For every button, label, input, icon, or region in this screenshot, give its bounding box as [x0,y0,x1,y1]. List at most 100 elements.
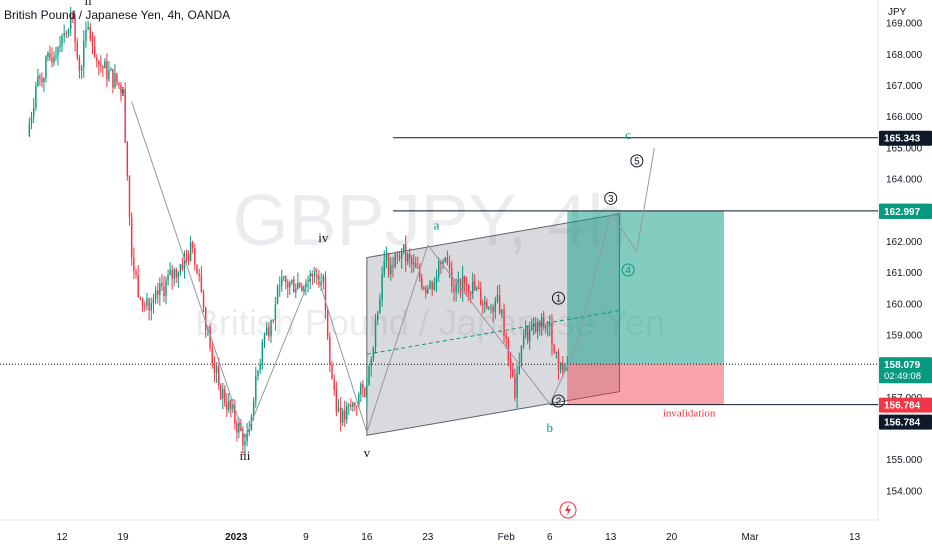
candle-body [289,282,291,288]
candle-body [516,372,518,398]
candle-body [486,301,488,309]
candle-body [299,282,301,287]
candle-body [352,402,354,407]
candle-body [342,410,344,423]
candle-body [222,389,224,399]
x-tick-label: 12 [56,532,68,543]
candle-body [263,334,266,342]
x-tick-label: Feb [498,532,516,543]
candle-body [234,405,236,424]
candle-body [230,400,232,410]
candle-body [283,276,285,278]
price-tag-bg [879,357,932,384]
candle-body [272,319,274,321]
candle-body [551,323,553,345]
candle-body [505,336,507,339]
candle-body [559,362,562,370]
candle-body [469,292,472,294]
candle-body [106,61,108,80]
elliott-wave-segment [244,266,316,439]
y-tick-label: 165.000 [886,143,923,154]
price-tag-value: 156.784 [884,401,921,412]
candle-body [202,291,205,308]
candle-body [385,253,388,261]
candle-body [346,406,348,420]
candle-body [471,281,474,294]
elliott-wave-segment [314,266,368,433]
candle-body [137,274,139,298]
candle-body [57,47,59,56]
candle-body [244,441,246,446]
candle-body [459,279,462,291]
price-tag-bg [879,203,932,219]
candle-body [120,85,122,93]
candle-body [144,305,146,307]
candle-body [498,294,501,314]
candle-body [173,269,175,279]
candle-body [415,263,417,268]
candle-body [324,276,327,311]
candle-body [161,283,163,287]
elliott-wave-segment [131,101,246,439]
candle-body [122,89,124,93]
candle-body [87,26,89,30]
candle-body [167,275,169,281]
candle-body [520,345,523,363]
price-tag-value: 158.079 [884,360,921,371]
candle-body [196,264,198,274]
candle-body [465,283,468,286]
candle-body [59,45,61,48]
candle-body [177,271,180,278]
candle-body [360,384,362,395]
candle-body [55,55,57,58]
candle-body [442,261,444,265]
candle-body [204,307,207,331]
candle-body [175,269,177,278]
candle-body [104,61,106,69]
circled-wave-label: 1 [556,294,562,305]
candle-body [268,327,270,337]
circled-wave-label: 2 [556,396,562,407]
candle-body [372,346,375,360]
candle-body [540,317,543,328]
candle-body [421,277,423,288]
price-tag: 156.784 [879,397,932,413]
candle-body [356,405,358,407]
candle-body [43,77,45,83]
candle-body [538,321,541,328]
candle-body [366,385,368,398]
candle-body [549,323,551,326]
candle-body [200,275,203,292]
candle-body [236,423,238,433]
wave-label: a [434,217,440,232]
candle-body [242,430,244,446]
candle-body [28,123,31,136]
y-tick-label: 166.000 [886,112,923,123]
candle-body [326,310,329,338]
candle-body [63,32,65,37]
candle-body [451,268,453,287]
currency-label: JPY [888,7,907,18]
candle-body [187,254,190,261]
candle-body [467,285,470,293]
candle-body [433,283,436,290]
candle-body [157,290,159,295]
candle-body [135,271,137,275]
wave-label: c [625,127,631,142]
candle-body [381,274,383,300]
wave-label: v [364,445,371,460]
candle-body [154,290,157,299]
circled-wave-marker [551,291,565,305]
candle-body [102,66,104,69]
candle-body [224,389,226,404]
candle-body [91,39,94,47]
candle-body [261,341,264,365]
candle-body [379,299,381,314]
candle-body [322,276,325,282]
candle-body [96,57,98,62]
candle-body [463,276,466,284]
candle-body [547,325,549,327]
y-tick-label: 161.000 [886,268,923,279]
candle-body [112,69,114,88]
